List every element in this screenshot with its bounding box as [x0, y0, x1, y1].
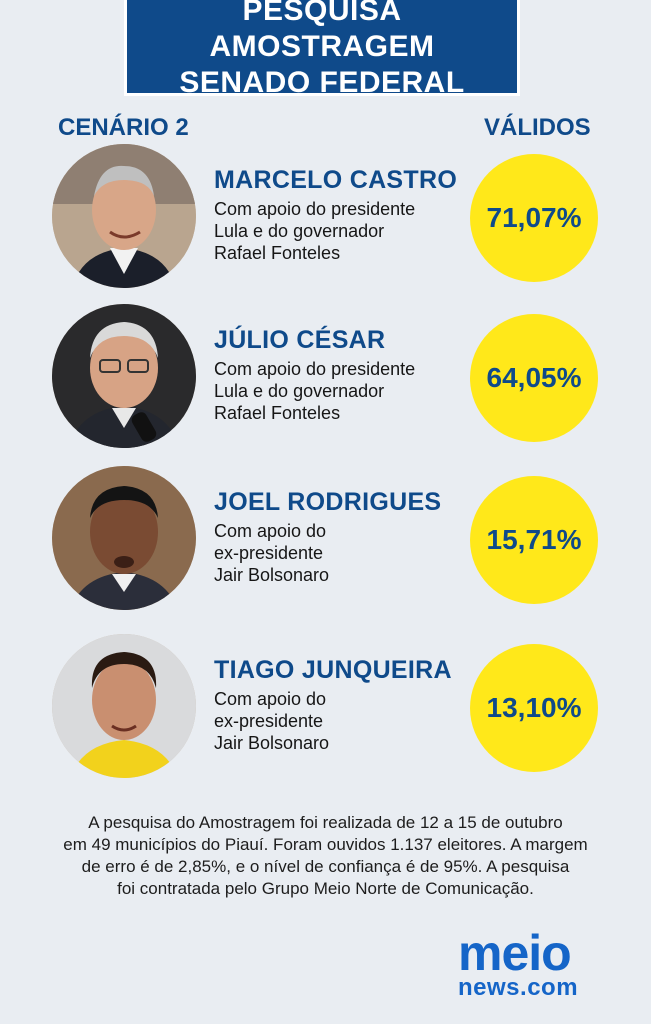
title-line-2: SENADO FEDERAL [179, 65, 465, 99]
logo-word-top: meio [458, 925, 572, 981]
candidate-support: Com apoio do ex-presidente Jair Bolsonar… [214, 689, 330, 753]
candidate-name: JÚLIO CÉSAR [214, 326, 386, 354]
candidate-row: JOEL RODRIGUES Com apoio do ex-president… [0, 466, 651, 616]
candidate-row: JÚLIO CÉSAR Com apoio do presidente Lula… [0, 304, 651, 454]
candidate-photo [52, 144, 196, 288]
meionews-logo: meio news.com [452, 925, 612, 1002]
candidate-percent: 71,07% [470, 154, 598, 282]
candidate-name: TIAGO JUNQUEIRA [214, 656, 452, 684]
candidate-support: Com apoio do presidente Lula e do govern… [214, 359, 416, 423]
candidate-name: MARCELO CASTRO [214, 166, 458, 194]
candidate-support: Com apoio do presidente Lula e do govern… [214, 199, 416, 263]
title-line-1: PESQUISA AMOSTRAGEM [209, 0, 435, 63]
methodology-note: A pesquisa do Amostragem foi realizada d… [63, 813, 588, 898]
candidate-percent: 13,10% [470, 644, 598, 772]
candidate-support: Com apoio do ex-presidente Jair Bolsonar… [214, 521, 330, 585]
candidate-photo [52, 304, 196, 448]
candidate-row: TIAGO JUNQUEIRA Com apoio do ex-presiden… [0, 634, 651, 784]
candidate-percent: 64,05% [470, 314, 598, 442]
candidate-photo [52, 634, 196, 778]
candidate-percent: 15,71% [470, 476, 598, 604]
candidate-row: MARCELO CASTRO Com apoio do presidente L… [0, 144, 651, 294]
candidate-photo [52, 466, 196, 610]
candidate-name: JOEL RODRIGUES [214, 488, 442, 516]
title-banner: PESQUISA AMOSTRAGEM SENADO FEDERAL [124, 0, 520, 99]
logo-word-bottom: news.com [458, 974, 579, 1001]
valid-votes-label: VÁLIDOS [484, 114, 591, 141]
scenario-label: CENÁRIO 2 [58, 114, 189, 141]
